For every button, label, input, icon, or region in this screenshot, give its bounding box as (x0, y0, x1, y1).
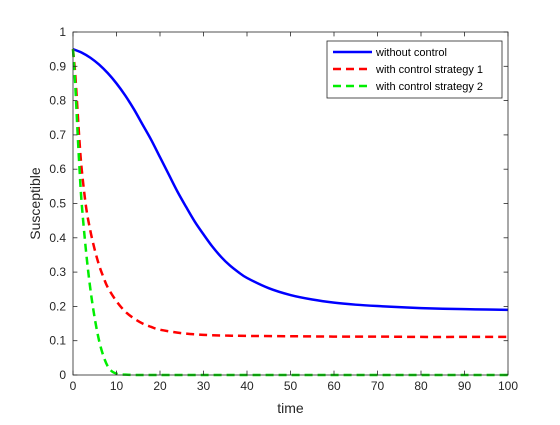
x-tick-label: 10 (110, 379, 124, 393)
series-line-2 (71, 49, 508, 339)
x-tick-label: 90 (458, 379, 472, 393)
y-tick-label: 0.1 (49, 334, 66, 348)
x-tick-label: 20 (153, 379, 167, 393)
series-line-3 (71, 49, 508, 377)
series-line-1 (72, 47, 509, 312)
legend-label-3: with control strategy 2 (375, 81, 483, 93)
x-axis-label: time (277, 400, 304, 416)
series-layer (71, 47, 509, 377)
legend-box (326, 40, 503, 99)
y-axis-label: Susceptible (27, 167, 43, 240)
x-tick-label: 30 (197, 379, 211, 393)
x-tick-label: 0 (70, 379, 77, 393)
y-tick-label: 0.5 (49, 197, 66, 211)
y-tick-label: 0.4 (49, 231, 66, 245)
y-tick-label: 0 (59, 368, 66, 382)
y-tick-label: 1 (59, 25, 66, 39)
axis-ticks: 0 10 20 30 40 50 60 70 80 90 100 0 0.1 0.2 0.3 0.4 0.5 0.… (49, 25, 518, 393)
legend-label-1: without control (375, 47, 447, 59)
x-tick-label: 100 (498, 379, 518, 393)
legend: without control with control strategy 1 wi… (326, 40, 503, 99)
y-tick-label: 0.7 (49, 128, 66, 142)
x-tick-label: 40 (240, 379, 254, 393)
x-tick-label: 60 (327, 379, 341, 393)
legend-label-2: with control strategy 1 (375, 64, 483, 76)
x-tick-label: 70 (371, 379, 385, 393)
y-tick-label: 0.3 (49, 265, 66, 279)
x-tick-label: 80 (414, 379, 428, 393)
y-tick-label: 0.8 (49, 94, 66, 108)
y-tick-label: 0.9 (49, 59, 66, 73)
y-tick-label: 0.6 (49, 162, 66, 176)
y-tick-label: 0.2 (49, 299, 66, 313)
x-tick-label: 50 (284, 379, 298, 393)
